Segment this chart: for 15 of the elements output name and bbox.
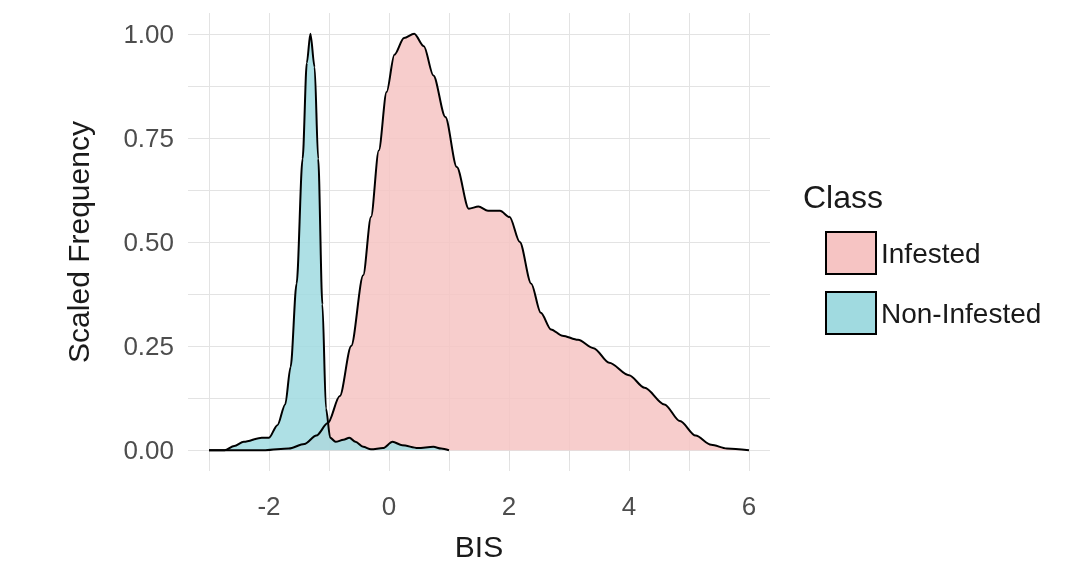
y-tick-label: 0.50 — [123, 227, 174, 257]
x-tick-label: 0 — [381, 491, 397, 521]
y-axis-title: Scaled Frequency — [61, 121, 95, 363]
y-tick-label: 0.00 — [123, 435, 174, 466]
y-tick-label: 0.25 — [123, 331, 174, 362]
x-tick-label: 2 — [501, 491, 517, 521]
legend-label: Non-Infested — [881, 297, 1042, 329]
y-tick-label: 1.00 — [123, 18, 174, 49]
y-tick-label: 0.75 — [123, 122, 174, 153]
legend-title: Class — [803, 179, 884, 215]
x-tick-label: 4 — [621, 491, 637, 521]
x-axis-title: BIS — [454, 529, 504, 563]
x-tick-label: -2 — [257, 491, 281, 521]
x-tick-label: 6 — [741, 491, 757, 521]
legend-label: Infested — [881, 237, 981, 269]
